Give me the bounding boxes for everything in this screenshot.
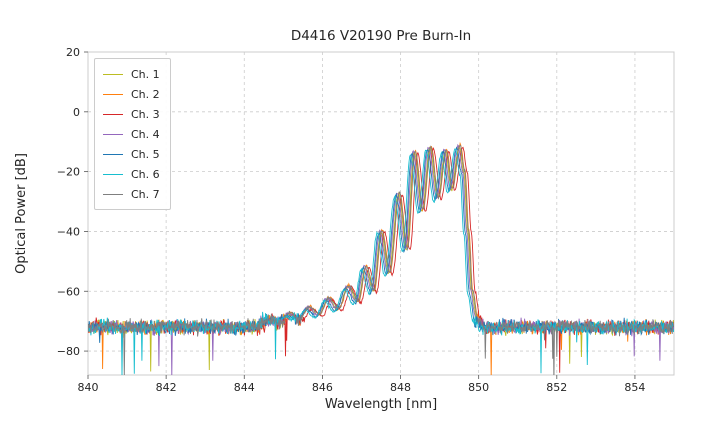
legend-label: Ch. 4 <box>131 127 160 141</box>
x-tick-label: 846 <box>312 381 333 394</box>
legend-label: Ch. 1 <box>131 67 160 81</box>
spectrum-line-ch-6 <box>88 148 674 375</box>
y-tick-label: −60 <box>57 285 80 298</box>
y-tick-label: 20 <box>66 46 80 59</box>
x-tick-label: 854 <box>624 381 645 394</box>
legend-item-ch-7: Ch. 7 <box>103 184 160 204</box>
legend-item-ch-6: Ch. 6 <box>103 164 160 184</box>
x-tick-label: 848 <box>390 381 411 394</box>
legend-item-ch-3: Ch. 3 <box>103 104 160 124</box>
legend: Ch. 1 Ch. 2 Ch. 3 Ch. 4 Ch. 5 Ch. 6 Ch. 7 <box>94 58 171 210</box>
spectra-curves <box>88 141 674 375</box>
y-tick-label: −80 <box>57 345 80 358</box>
y-tick-label: 0 <box>73 106 80 119</box>
spectrum-line-ch-7 <box>88 144 674 375</box>
legend-line-swatch <box>103 113 123 115</box>
axis-ticks: 840 842 844 846 848 850 852 854 20 0 −20 −40 −60 −80 <box>57 46 646 394</box>
legend-line-swatch <box>103 153 123 155</box>
legend-line-swatch <box>103 73 123 75</box>
x-tick-label: 844 <box>234 381 255 394</box>
x-tick-label: 840 <box>78 381 99 394</box>
y-axis-label: Optical Power [dB] <box>14 153 29 274</box>
y-tick-label: −20 <box>57 166 80 179</box>
spectrum-line-ch-5 <box>88 146 674 343</box>
legend-label: Ch. 6 <box>131 167 160 181</box>
x-tick-label: 842 <box>156 381 177 394</box>
legend-line-swatch <box>103 193 123 195</box>
grid <box>87 51 675 376</box>
legend-line-swatch <box>103 93 123 95</box>
x-tick-label: 852 <box>546 381 567 394</box>
legend-label: Ch. 5 <box>131 147 160 161</box>
chart-title: D4416 V20190 Pre Burn-In <box>290 28 472 44</box>
legend-item-ch-1: Ch. 1 <box>103 64 160 84</box>
y-tick-label: −40 <box>57 225 80 238</box>
legend-item-ch-4: Ch. 4 <box>103 124 160 144</box>
legend-label: Ch. 3 <box>131 107 160 121</box>
x-tick-label: 850 <box>468 381 489 394</box>
legend-item-ch-2: Ch. 2 <box>103 84 160 104</box>
legend-line-swatch <box>103 173 123 175</box>
legend-item-ch-5: Ch. 5 <box>103 144 160 164</box>
x-axis-label: Wavelength [nm] <box>324 397 438 412</box>
legend-label: Ch. 2 <box>131 87 160 101</box>
legend-line-swatch <box>103 133 123 135</box>
spectrum-line-ch-3 <box>88 146 674 373</box>
legend-label: Ch. 7 <box>131 187 160 201</box>
